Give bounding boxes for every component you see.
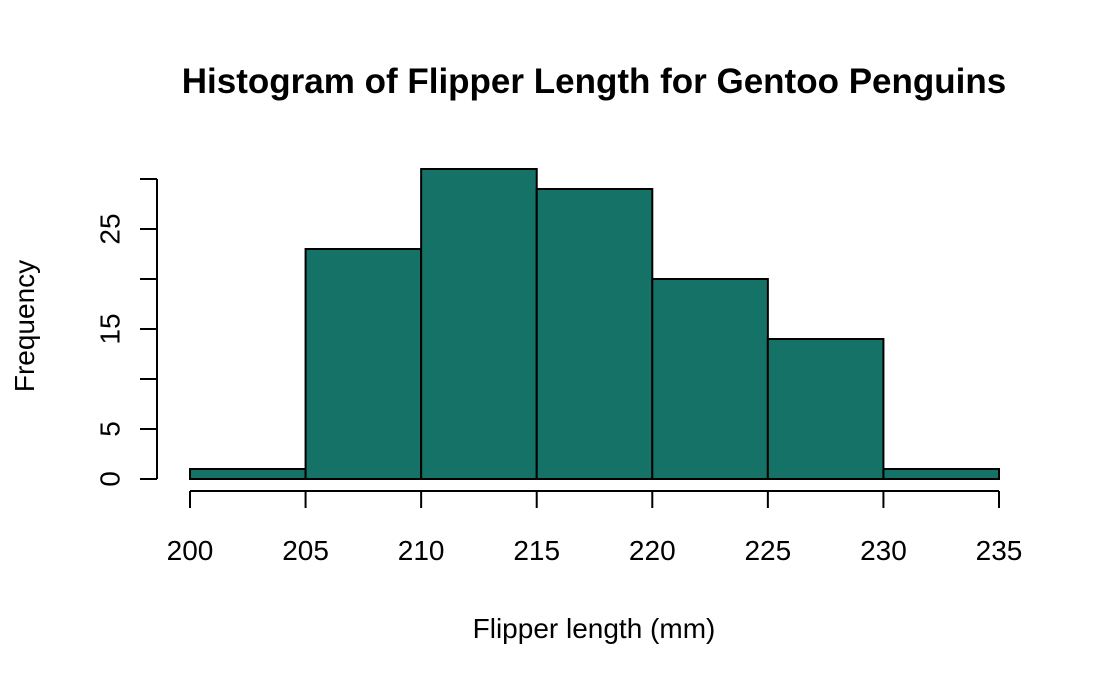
histogram-bar-220-225 bbox=[651, 278, 769, 480]
x-axis: 200 205 210 215 220 225 230 235 bbox=[167, 490, 1023, 566]
x-tick-label: 225 bbox=[744, 535, 791, 566]
histogram-bar-230-235 bbox=[882, 468, 1001, 480]
x-tick-label: 200 bbox=[167, 535, 214, 566]
y-tick-label: 25 bbox=[95, 213, 126, 244]
histogram-bar-225-230 bbox=[766, 338, 885, 480]
y-tick-label: 5 bbox=[95, 421, 126, 437]
histogram-bar-210-215 bbox=[420, 168, 538, 480]
x-tick-label: 215 bbox=[513, 535, 560, 566]
chart-title: Histogram of Flipper Length for Gentoo P… bbox=[182, 62, 1006, 101]
histogram-bars bbox=[189, 168, 1001, 480]
histogram-bar-215-220 bbox=[535, 188, 654, 480]
x-axis-label: Flipper length (mm) bbox=[473, 613, 716, 644]
y-axis: 0 5 15 25 bbox=[95, 178, 158, 487]
x-tick-label: 230 bbox=[860, 535, 907, 566]
x-tick-label: 220 bbox=[629, 535, 676, 566]
histogram-bar-200-205 bbox=[189, 468, 307, 480]
y-tick-label: 0 bbox=[95, 471, 126, 487]
x-tick-label: 235 bbox=[976, 535, 1023, 566]
y-tick-label: 15 bbox=[95, 313, 126, 344]
x-tick-label: 210 bbox=[398, 535, 445, 566]
y-axis-label: Frequency bbox=[9, 260, 40, 392]
histogram-bar-205-210 bbox=[304, 248, 423, 480]
x-tick-label: 205 bbox=[282, 535, 329, 566]
